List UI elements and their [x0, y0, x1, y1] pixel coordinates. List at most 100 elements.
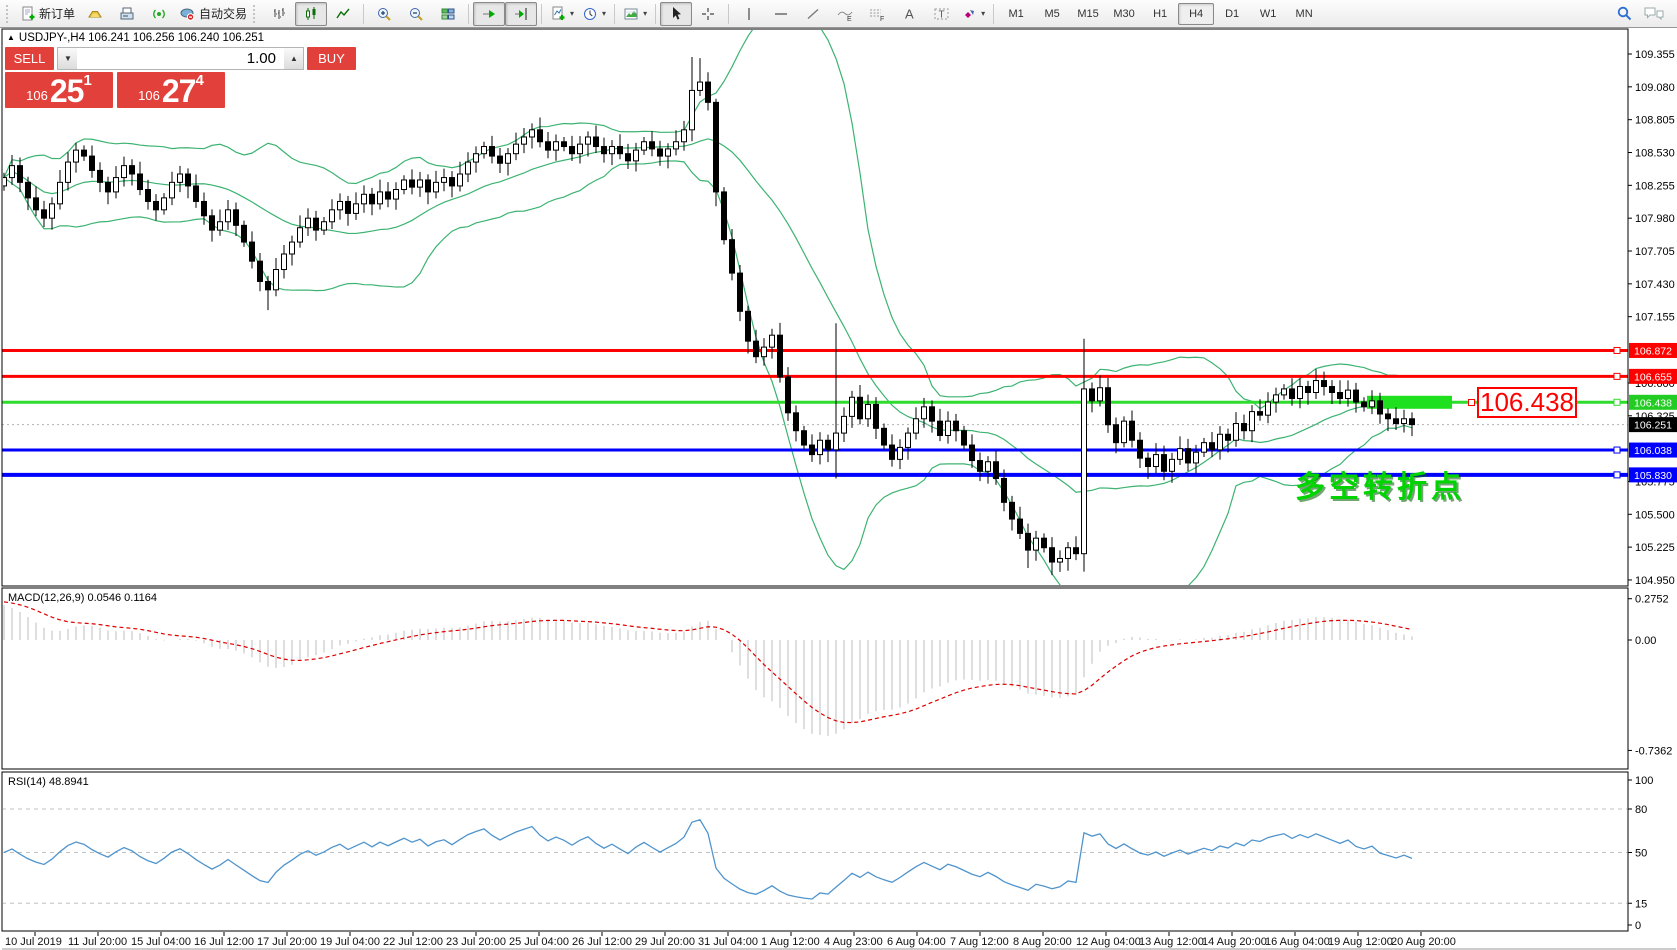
timeframe-d1[interactable]: D1 — [1225, 7, 1240, 20]
crosshair-button[interactable] — [692, 2, 724, 26]
price-axis-badges: 106.872 106.655 106.438 106.251 106.038 105.8… — [1629, 342, 1677, 483]
sell-button[interactable]: SELL — [5, 47, 54, 70]
horizontal-line-button[interactable] — [765, 2, 797, 26]
add-indicator-icon — [552, 6, 565, 20]
volume-decrease-button[interactable]: ▼ — [58, 48, 77, 69]
collapse-triangle-icon[interactable]: ▲ — [7, 33, 15, 42]
svg-text:-0.7362: -0.7362 — [1635, 745, 1672, 757]
bar-chart-button[interactable] — [263, 2, 295, 26]
svg-text:106.438: 106.438 — [1634, 397, 1672, 409]
auto-scroll-icon — [483, 9, 496, 18]
auto-trading-button[interactable]: 自动交易 — [175, 2, 251, 26]
toolbar-separator — [655, 3, 657, 24]
line-chart-button[interactable] — [327, 2, 359, 26]
text-label-button[interactable]: T — [925, 2, 957, 26]
search-icon[interactable] — [1616, 5, 1633, 22]
horizontal-level-lines[interactable] — [2, 346, 1628, 479]
toolbar-grip[interactable] — [253, 4, 259, 23]
symbol-info-text: USDJPY-,H4 106.241 106.256 106.240 106.2… — [18, 32, 265, 44]
toolbar-separator — [614, 3, 616, 24]
new-order-button[interactable]: 新订单 — [16, 2, 79, 26]
volume-input[interactable] — [77, 48, 284, 69]
svg-text:16 Aug 04:00: 16 Aug 04:00 — [1265, 936, 1330, 948]
gold-button[interactable] — [79, 2, 111, 26]
zoom-out-button[interactable] — [400, 2, 432, 26]
channel-icon: E — [837, 11, 853, 22]
price-annotation-label[interactable]: 106.438 — [1477, 387, 1577, 418]
fibonacci-button[interactable]: F — [861, 2, 893, 26]
one-click-trading-panel: SELL ▼ ▲ BUY 106 25 1 106 27 4 — [5, 47, 356, 108]
equidistant-channel-button[interactable]: E — [829, 2, 861, 26]
cursor-icon — [673, 6, 682, 20]
terminal-button[interactable] — [111, 2, 143, 26]
trendline-icon — [807, 8, 819, 19]
svg-text:104.950: 104.950 — [1635, 575, 1675, 587]
sell-price-big: 25 — [49, 73, 85, 109]
chart-shift-button[interactable] — [505, 1, 538, 26]
annotation-anchor-handle[interactable] — [1468, 399, 1475, 406]
chart-template-icon — [624, 8, 638, 19]
chat-icon[interactable] — [1643, 5, 1665, 22]
signal-button[interactable] — [143, 2, 175, 26]
timeframe-h4[interactable]: H4 — [1178, 2, 1215, 25]
candlestick-chart-button[interactable] — [295, 1, 328, 26]
svg-text:13 Aug 12:00: 13 Aug 12:00 — [1139, 936, 1204, 948]
new-order-label: 新订单 — [39, 7, 76, 21]
chinese-annotation-text[interactable]: 多空转折点 — [1295, 470, 1465, 505]
volume-increase-button[interactable]: ▲ — [284, 48, 303, 69]
timeframe-h1[interactable]: H1 — [1153, 7, 1168, 20]
svg-text:108.530: 108.530 — [1635, 148, 1675, 160]
highlight-rectangle[interactable] — [1367, 395, 1452, 409]
shapes-icon — [965, 9, 975, 18]
svg-text:15 Jul 04:00: 15 Jul 04:00 — [131, 936, 191, 948]
toolbar-separator — [468, 3, 470, 24]
templates-button[interactable]: ▾ — [619, 2, 651, 26]
rsi-pane-content — [3, 808, 1627, 904]
fibonacci-icon: F — [870, 9, 884, 22]
candlestick-chart-icon — [306, 6, 316, 20]
buy-price-pip: 4 — [195, 72, 204, 89]
dropdown-caret-icon: ▾ — [643, 9, 648, 18]
signal-icon — [153, 9, 165, 18]
candlesticks — [3, 56, 1415, 576]
clock-icon — [584, 7, 597, 20]
toolbar-separator — [363, 3, 365, 24]
periods-button[interactable]: ▾ — [578, 2, 610, 26]
sell-price-display[interactable]: 106 25 1 — [5, 72, 113, 108]
svg-text:22 Jul 12:00: 22 Jul 12:00 — [383, 936, 443, 948]
svg-text:50: 50 — [1635, 848, 1647, 860]
svg-text:31 Jul 04:00: 31 Jul 04:00 — [698, 936, 758, 948]
timeframe-m5[interactable]: M5 — [1044, 7, 1060, 20]
vertical-line-button[interactable] — [733, 2, 765, 26]
svg-text:A: A — [905, 6, 914, 21]
trendline-button[interactable] — [797, 2, 829, 26]
volume-stepper: ▼ ▲ — [57, 47, 304, 70]
svg-text:14 Aug 20:00: 14 Aug 20:00 — [1202, 936, 1267, 948]
timeframe-w1[interactable]: W1 — [1259, 7, 1277, 20]
auto-scroll-button[interactable] — [473, 1, 506, 26]
indicators-button[interactable]: ▾ — [546, 2, 578, 26]
svg-text:0.00: 0.00 — [1635, 635, 1656, 647]
toolbar-grip[interactable] — [6, 4, 12, 23]
toolbar-separator — [541, 3, 543, 24]
vertical-line-icon — [748, 7, 750, 20]
buy-price-display[interactable]: 106 27 4 — [117, 72, 225, 108]
text-button[interactable]: A — [893, 2, 925, 26]
svg-text:100: 100 — [1635, 775, 1653, 787]
tile-windows-icon — [441, 8, 455, 19]
time-axis[interactable]: 10 Jul 2019 11 Jul 20:00 15 Jul 04:00 16 Ju… — [5, 932, 1456, 948]
timeframe-m15[interactable]: M15 — [1077, 7, 1099, 20]
tile-windows-button[interactable] — [432, 2, 464, 26]
line-chart-icon — [336, 8, 350, 18]
zoom-in-button[interactable] — [368, 2, 400, 26]
arrows-button[interactable]: ▾ — [957, 2, 989, 26]
buy-button[interactable]: BUY — [307, 47, 356, 70]
price-axis[interactable]: 109.355 109.080 108.805 108.530 108.255 107.9… — [1628, 49, 1675, 932]
timeframe-m1[interactable]: M1 — [1008, 7, 1024, 20]
timeframe-m30[interactable]: M30 — [1113, 7, 1135, 20]
svg-text:106.038: 106.038 — [1634, 445, 1672, 457]
svg-text:107.430: 107.430 — [1635, 279, 1675, 291]
timeframe-mn[interactable]: MN — [1295, 7, 1313, 20]
cursor-button[interactable] — [660, 1, 693, 26]
